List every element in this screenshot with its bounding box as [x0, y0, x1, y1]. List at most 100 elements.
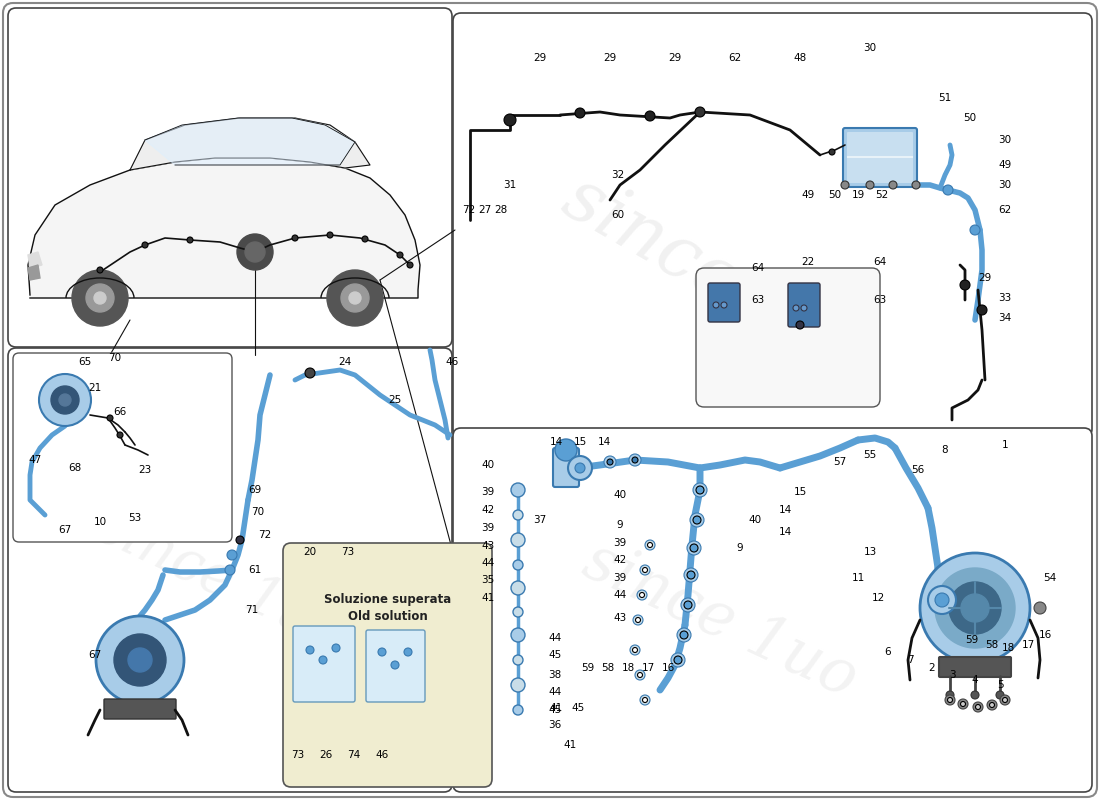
Text: 72: 72 [462, 205, 475, 215]
Text: 49: 49 [802, 190, 815, 200]
Circle shape [86, 284, 114, 312]
Text: 14: 14 [779, 505, 792, 515]
Text: 26: 26 [319, 750, 332, 760]
Text: 30: 30 [864, 43, 877, 53]
Circle shape [1000, 695, 1010, 705]
Text: 15: 15 [793, 487, 806, 497]
Text: 20: 20 [304, 547, 317, 557]
Text: 27: 27 [478, 205, 492, 215]
Circle shape [645, 111, 654, 121]
Text: 28: 28 [494, 205, 507, 215]
Text: 17: 17 [1022, 640, 1035, 650]
Text: 40: 40 [614, 490, 627, 500]
Circle shape [513, 510, 522, 520]
Circle shape [796, 321, 804, 329]
Circle shape [512, 678, 525, 692]
Circle shape [305, 368, 315, 378]
Text: 68: 68 [68, 463, 81, 473]
FancyBboxPatch shape [453, 13, 1092, 437]
Circle shape [680, 631, 688, 639]
Text: 45: 45 [549, 650, 562, 660]
Text: 53: 53 [129, 513, 142, 523]
Circle shape [292, 235, 298, 241]
Circle shape [920, 553, 1030, 663]
Circle shape [504, 114, 516, 126]
FancyBboxPatch shape [283, 543, 492, 787]
Circle shape [556, 439, 578, 461]
Text: 23: 23 [139, 465, 152, 475]
Circle shape [59, 394, 72, 406]
Circle shape [928, 586, 956, 614]
Circle shape [912, 181, 920, 189]
Circle shape [693, 516, 701, 524]
Circle shape [945, 695, 955, 705]
Circle shape [632, 647, 638, 653]
Text: 4: 4 [971, 675, 978, 685]
Circle shape [512, 483, 525, 497]
Text: 39: 39 [614, 573, 627, 583]
Circle shape [996, 691, 1004, 699]
Text: 8: 8 [942, 445, 948, 455]
Text: 73: 73 [292, 750, 305, 760]
Circle shape [970, 225, 980, 235]
Circle shape [949, 582, 1001, 634]
Text: 44: 44 [482, 558, 495, 568]
Circle shape [684, 568, 699, 582]
Circle shape [958, 699, 968, 709]
Polygon shape [28, 252, 42, 268]
Text: 50: 50 [828, 190, 842, 200]
Circle shape [378, 648, 386, 656]
Text: 64: 64 [751, 263, 764, 273]
Text: 49: 49 [999, 160, 1012, 170]
Circle shape [960, 280, 970, 290]
FancyBboxPatch shape [3, 3, 1097, 797]
Text: 45: 45 [571, 703, 584, 713]
Text: 67: 67 [88, 650, 101, 660]
Text: 3: 3 [948, 670, 955, 680]
Text: 29: 29 [669, 53, 682, 63]
Circle shape [676, 628, 691, 642]
Circle shape [987, 700, 997, 710]
Text: 14: 14 [549, 437, 562, 447]
Circle shape [636, 618, 640, 622]
Circle shape [690, 513, 704, 527]
Circle shape [829, 149, 835, 155]
Circle shape [513, 705, 522, 715]
Text: 44: 44 [549, 687, 562, 697]
FancyBboxPatch shape [293, 626, 355, 702]
Polygon shape [145, 118, 355, 165]
Circle shape [693, 483, 707, 497]
Circle shape [128, 648, 152, 672]
Circle shape [107, 415, 113, 421]
Circle shape [245, 242, 265, 262]
Circle shape [976, 705, 980, 710]
Circle shape [327, 270, 383, 326]
Text: 44: 44 [614, 590, 627, 600]
Text: 19: 19 [851, 190, 865, 200]
Text: 11: 11 [851, 573, 865, 583]
Text: 16: 16 [1038, 630, 1052, 640]
Text: 38: 38 [549, 670, 562, 680]
Text: 30: 30 [999, 135, 1012, 145]
Text: 40: 40 [748, 515, 761, 525]
Text: 18: 18 [621, 663, 635, 673]
Text: 73: 73 [341, 547, 354, 557]
Circle shape [960, 702, 966, 706]
Circle shape [607, 459, 613, 465]
Circle shape [971, 691, 979, 699]
Text: 13: 13 [864, 547, 877, 557]
Circle shape [640, 695, 650, 705]
Text: 39: 39 [482, 487, 495, 497]
Text: 43: 43 [614, 613, 627, 623]
Text: 9: 9 [737, 543, 744, 553]
Text: 30: 30 [999, 180, 1012, 190]
Circle shape [114, 634, 166, 686]
Circle shape [341, 284, 368, 312]
Text: Old solution: Old solution [348, 610, 428, 622]
Text: 70: 70 [109, 353, 122, 363]
Circle shape [319, 656, 327, 664]
FancyBboxPatch shape [13, 353, 232, 542]
Circle shape [142, 242, 148, 248]
Text: 24: 24 [339, 357, 352, 367]
Text: 41: 41 [563, 740, 576, 750]
